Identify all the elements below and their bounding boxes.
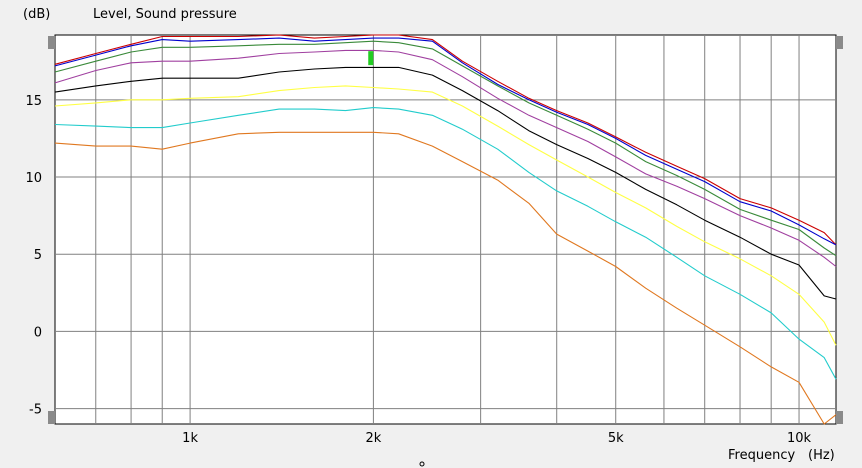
right-scroll-handle-top[interactable] [836, 36, 843, 49]
left-scroll-handle-top[interactable] [48, 36, 55, 49]
x-tick-label: 2k [365, 431, 381, 446]
x-axis-unit: (Hz) [808, 448, 835, 463]
series-line-4 [54, 49, 837, 267]
y-tick-label: 10 [25, 171, 42, 186]
left-scroll-handle-bottom[interactable] [48, 411, 55, 424]
y-tick-label: -5 [29, 403, 42, 418]
series-line-2 [54, 37, 837, 246]
cursor-marker [368, 51, 374, 66]
series-line-8 [54, 131, 837, 425]
y-unit-label: (dB) [23, 7, 50, 22]
marker-group [368, 51, 374, 66]
x-tick-label: 5k [608, 431, 624, 446]
series-line-7 [54, 107, 837, 380]
series-group [54, 34, 837, 425]
y-tick-labels: -5 0 5 10 15 [25, 94, 42, 418]
series-line-3 [54, 40, 837, 257]
y-tick-label: 15 [25, 94, 42, 109]
y-tick-label: 0 [34, 325, 42, 340]
series-line-6 [54, 85, 837, 346]
x-tick-label: 1k [182, 431, 198, 446]
y-tick-label: 5 [34, 248, 42, 263]
small-circle-marker [419, 461, 425, 467]
chart-title: Level, Sound pressure [93, 7, 237, 22]
x-tick-label: 10k [787, 431, 812, 446]
series-line-5 [54, 66, 837, 300]
x-tick-labels: 1k 2k 5k 10k [182, 431, 811, 446]
x-axis-label: Frequency [728, 448, 795, 463]
plot-area [54, 34, 837, 425]
right-scroll-handle-bottom[interactable] [836, 411, 843, 424]
series-line-1 [54, 34, 837, 246]
